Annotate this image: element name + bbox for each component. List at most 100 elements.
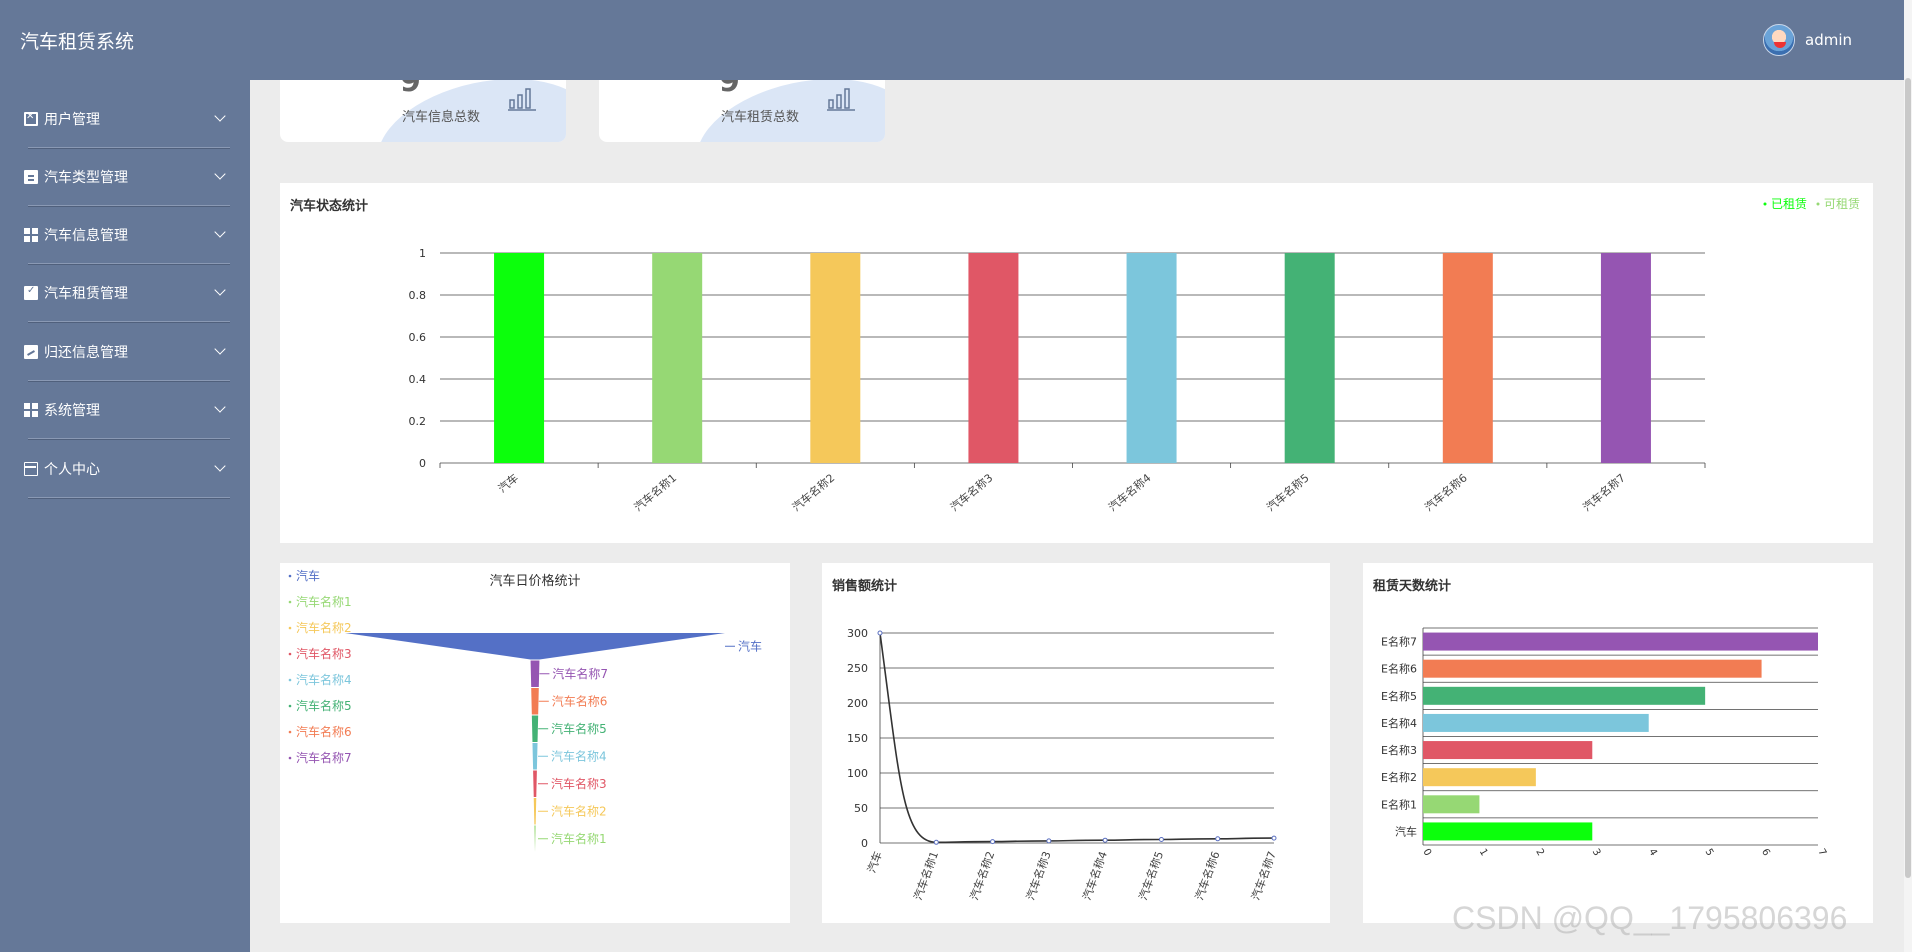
bar	[1600, 253, 1651, 463]
panel-title: 汽车状态统计	[290, 199, 369, 214]
x-tick-label: 汽车名称5	[1136, 849, 1167, 902]
y-tick-label: 50	[854, 802, 868, 815]
x-tick-label: 1	[1477, 847, 1490, 858]
panel-car-status: 汽车状态统计 0 0.2 0.4 0.6 0.8 1 汽车 汽车名称1 汽车名称2 汽车名称3 汽车…	[280, 183, 1873, 543]
x-tick-label: 汽车名称3	[1023, 849, 1054, 902]
stat-label: 汽车租赁总数	[721, 110, 800, 125]
sidebar-item-car-type-management[interactable]: 汽车类型管理	[24, 148, 230, 206]
line-chart-icon	[24, 345, 38, 359]
check-square-icon	[24, 285, 38, 300]
panel-rental-days: 租赁天数统计 汽车 E名称1 E名称2 E名称3 E名称4 E名称5 E名称6 E名称7 0 1 2…	[1363, 563, 1873, 923]
data-point	[1102, 837, 1108, 843]
data-point	[1215, 836, 1221, 842]
chevron-down-icon	[214, 460, 226, 472]
sidebar-item-label: 汽车信息管理	[44, 228, 128, 244]
grid-icon	[24, 403, 38, 417]
y-tick-label: 0.2	[409, 415, 427, 428]
avatar[interactable]	[1763, 24, 1795, 56]
sidebar-item-system-management[interactable]: 系统管理	[24, 381, 230, 439]
sidebar-item-return-info-management[interactable]: 归还信息管理	[24, 323, 230, 381]
y-tick-label: E名称3	[1381, 743, 1417, 757]
y-tick-label: 0	[861, 837, 868, 850]
data-point	[1046, 838, 1052, 844]
y-tick-label: 200	[847, 697, 868, 710]
funnel-segment	[533, 770, 537, 797]
x-tick-label: 6	[1759, 847, 1772, 858]
funnel-label: 汽车名称4	[551, 748, 607, 763]
legend-marker	[288, 678, 292, 682]
x-tick-label: 3	[1590, 847, 1603, 858]
x-tick-label: 汽车名称7	[1248, 849, 1279, 902]
days-chart: 汽车 E名称1 E名称2 E名称3 E名称4 E名称5 E名称6 E名称7 0 1 2 3 4 5 6 7	[1381, 627, 1828, 858]
sidebar-item-car-rental-management[interactable]: 汽车租赁管理	[24, 264, 230, 322]
legend-marker	[288, 652, 292, 656]
data-point	[933, 839, 939, 845]
bar	[1284, 253, 1335, 463]
funnel-segment	[531, 715, 539, 742]
bar	[968, 253, 1019, 463]
x-tick-label: 汽车名称2	[789, 471, 837, 515]
x-tick-label: 汽车名称6	[1422, 471, 1470, 515]
x-tick-label: 汽车名称7	[1580, 471, 1628, 515]
y-tick-label: 1	[419, 247, 426, 260]
bar-chart-icon	[827, 88, 855, 111]
funnel-label: 汽车名称6	[552, 693, 608, 708]
chevron-down-icon	[214, 401, 226, 413]
funnel-chart: 汽车汽车名称1汽车名称2汽车名称3汽车名称4汽车名称5汽车名称6汽车名称7汽车日…	[288, 568, 762, 852]
x-tick-label: 汽车名称3	[947, 471, 995, 515]
x-tick-label: 汽车名称1	[631, 471, 679, 515]
x-tick-label: 汽车名称6	[1192, 849, 1223, 902]
scrollbar[interactable]	[1904, 0, 1912, 952]
y-tick-label: E名称5	[1381, 689, 1417, 703]
chevron-down-icon	[214, 343, 226, 355]
y-tick-label: E名称7	[1381, 635, 1417, 649]
sidebar-item-label: 系统管理	[44, 403, 100, 419]
legend-label: 汽车名称5	[296, 698, 352, 713]
x-tick-label: 汽车名称2	[967, 849, 998, 902]
chart-title: 汽车日价格统计	[489, 573, 580, 589]
sidebar-item-label: 汽车类型管理	[44, 170, 128, 186]
y-tick-label: E名称2	[1381, 770, 1417, 784]
watermark: CSDN @QQ__1795806396	[1452, 900, 1848, 936]
legend-marker	[288, 756, 292, 760]
sidebar-item-user-management[interactable]: 用户管理	[24, 90, 230, 148]
y-tick-label: 0.6	[409, 331, 427, 344]
y-tick-label: E名称6	[1381, 662, 1417, 676]
bar	[1423, 768, 1536, 787]
legend-label: 汽车	[296, 568, 320, 583]
app-title: 汽车租赁系统	[20, 31, 135, 53]
chevron-down-icon	[214, 284, 226, 296]
user-menu[interactable]: admin	[1763, 24, 1852, 56]
legend-label: 已租赁	[1771, 197, 1807, 211]
top-bar: 汽车租赁系统 admin	[0, 0, 1912, 80]
sidebar-item-label: 汽车租赁管理	[44, 286, 128, 302]
username[interactable]: admin	[1805, 31, 1852, 49]
bar	[1423, 659, 1762, 678]
funnel-segment	[534, 825, 536, 852]
legend-marker	[1763, 202, 1767, 206]
panel-sales: 销售额统计 0 50 100 150 200 250 300 汽车 汽车名称1 汽车名称2 汽车名称…	[822, 563, 1330, 923]
legend-label: 汽车名称6	[296, 724, 352, 739]
funnel-label: 汽车名称3	[551, 776, 607, 791]
funnel-segment	[531, 688, 539, 715]
y-tick-label: 0.8	[409, 289, 427, 302]
stat-label: 汽车信息总数	[402, 110, 481, 125]
bar	[652, 253, 703, 463]
funnel-label: 汽车	[738, 638, 762, 653]
sidebar-item-car-info-management[interactable]: 汽车信息管理	[24, 206, 230, 264]
legend-marker	[288, 730, 292, 734]
sidebar-item-personal-center[interactable]: 个人中心	[24, 440, 230, 498]
stat-value: 9	[400, 80, 421, 99]
chevron-down-icon	[214, 226, 226, 238]
bar	[1126, 253, 1177, 463]
legend-label: 汽车名称1	[296, 594, 352, 609]
panel-title: 销售额统计	[832, 579, 898, 594]
sidebar-item-label: 归还信息管理	[44, 345, 128, 361]
legend-marker	[288, 704, 292, 708]
scroll-thumb[interactable]	[1905, 78, 1911, 878]
data-point	[877, 630, 883, 636]
y-tick-label: 0	[419, 457, 426, 470]
legend-label: 汽车名称7	[296, 750, 352, 765]
funnel-segment	[532, 743, 538, 770]
bar	[1423, 741, 1593, 760]
